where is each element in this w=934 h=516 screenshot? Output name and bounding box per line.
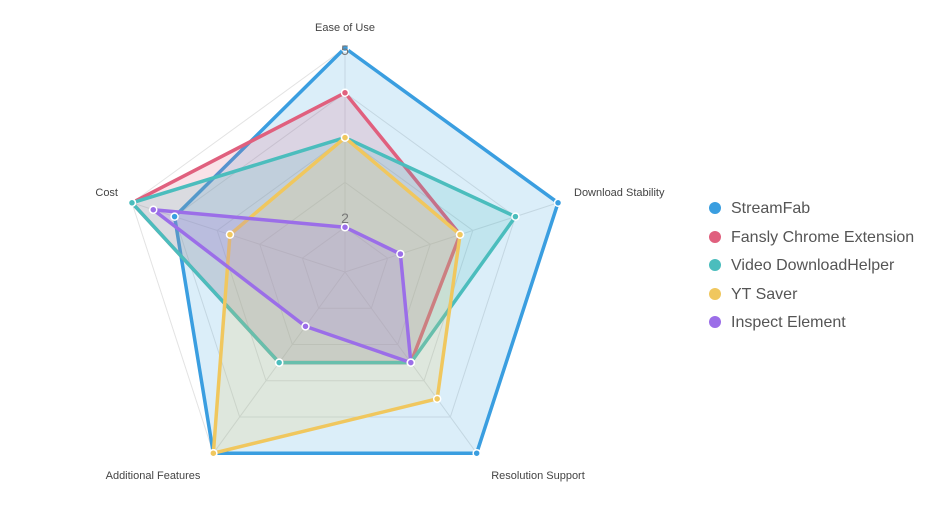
point-streamfab-download-stability[interactable] (553, 198, 563, 208)
legend-marker-inspect-element (709, 316, 721, 328)
legend-marker-fansly-chrome-extension (709, 231, 721, 243)
axis-line-download-stability (344, 202, 559, 273)
grid-ring-4 (173, 92, 517, 418)
point-inspect-element-cost[interactable] (149, 205, 158, 214)
point-yt-saver-additional-features[interactable] (209, 448, 218, 458)
point-inspect-element-ease-of-use[interactable] (340, 222, 350, 232)
point-yt-saver-cost[interactable] (225, 230, 235, 239)
legend-label-inspect-element: Inspect Element (731, 314, 846, 331)
legend-marker-video-downloadhelper (709, 259, 721, 271)
axis-label-resolution-support: Resolution Support (491, 470, 585, 482)
point-video-downloadhelper-additional-features[interactable] (274, 358, 284, 367)
legend-marker-yt-saver (709, 288, 721, 300)
legend-marker-streamfab (709, 202, 721, 214)
point-streamfab-ease-of-use[interactable] (340, 43, 350, 53)
axis-label-ease-of-use: Ease of Use (315, 22, 375, 34)
series-area-video-downloadhelper (130, 135, 518, 365)
axis-label-download-stability: Download Stability (574, 187, 665, 199)
legend-label-fansly-chrome-extension: Fansly Chrome Extension (731, 229, 914, 246)
axis-label-additional-features: Additional Features (106, 470, 201, 482)
point-inspect-element-additional-features[interactable] (301, 322, 310, 331)
grid-ring-1 (301, 226, 389, 309)
point-inspect-element-resolution-support[interactable] (406, 358, 416, 367)
radar-points (127, 43, 563, 458)
axis-line-cost (131, 202, 346, 273)
point-streamfab-resolution-support[interactable] (472, 448, 481, 458)
grid-ring-2 (259, 181, 431, 345)
point-video-downloadhelper-download-stability[interactable] (511, 212, 520, 221)
grid-ring-3 (216, 136, 474, 382)
point-streamfab-cost[interactable] (170, 212, 179, 221)
legend: StreamFab Fansly Chrome Extension Video … (709, 200, 914, 331)
legend-label-video-downloadhelper: Video DownloadHelper (731, 257, 895, 274)
point-yt-saver-resolution-support[interactable] (432, 394, 442, 404)
radar-series (130, 46, 560, 455)
series-area-inspect-element (151, 207, 413, 365)
point-inspect-element-download-stability[interactable] (396, 249, 405, 259)
tick-label-2: 2 (341, 210, 349, 226)
tick-label-5: 5 (341, 42, 349, 58)
point-video-downloadhelper-cost[interactable] (127, 198, 137, 208)
point-yt-saver-download-stability[interactable] (455, 230, 465, 239)
legend-label-streamfab: StreamFab (731, 200, 810, 217)
point-yt-saver-ease-of-use[interactable] (340, 133, 350, 142)
legend-label-yt-saver: YT Saver (731, 286, 798, 303)
axis-label-cost: Cost (95, 187, 118, 199)
point-fansly-chrome-extension-ease-of-use[interactable] (340, 88, 350, 98)
